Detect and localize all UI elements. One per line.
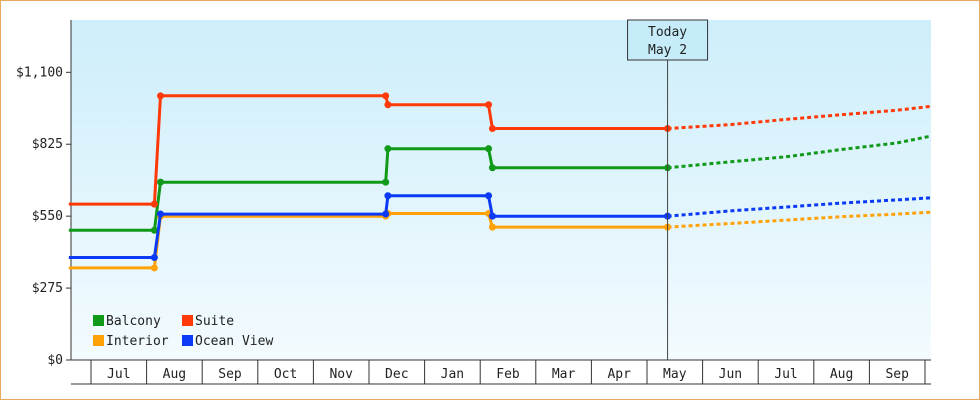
series-point-ocean-view: [485, 192, 493, 200]
series-point-balcony: [150, 226, 158, 234]
today-box: [627, 19, 709, 61]
x-tick-label: Dec: [385, 367, 408, 382]
series-point-suite: [157, 92, 164, 100]
series-forecast-interior: [667, 210, 932, 229]
series-point-balcony: [488, 164, 496, 172]
y-tick-label: $275: [32, 281, 63, 296]
series-forecast-balcony: [667, 134, 932, 170]
series-point-suite: [384, 101, 392, 109]
legend-label-balcony: Balcony: [106, 314, 161, 329]
series-point-balcony: [485, 145, 493, 153]
x-tick-label: Jul: [774, 367, 797, 382]
x-tick-label: Feb: [496, 367, 520, 382]
x-tick-label: Jul: [107, 367, 130, 382]
y-tick-label: $825: [32, 137, 63, 152]
series-point-ocean-view: [384, 192, 392, 200]
series-point-ocean-view: [488, 212, 496, 220]
series-point-interior: [488, 223, 496, 231]
series-point-suite: [485, 101, 493, 109]
series-point-balcony: [384, 145, 392, 153]
x-tick-label: Aug: [830, 367, 853, 382]
x-tick-label: Jan: [441, 367, 464, 382]
x-tick-label: Apr: [607, 367, 631, 382]
y-tick-label: $550: [32, 209, 63, 224]
legend-label-interior: Interior: [106, 334, 169, 349]
x-tick-label: Jun: [719, 367, 742, 382]
series-point-ocean-view: [157, 210, 164, 218]
y-tick-label: $1,100: [16, 65, 63, 80]
legend-swatch-balcony: [93, 315, 104, 326]
today-label: Today: [648, 25, 687, 40]
series-line-suite: [68, 94, 668, 206]
x-tick-label: Nov: [329, 367, 353, 382]
series-point-ocean-view: [150, 253, 158, 261]
x-tick-label: Mar: [552, 367, 576, 382]
series-point-ocean-view: [382, 210, 390, 218]
series-point-interior: [150, 264, 158, 272]
legend-swatch-suite: [182, 315, 193, 326]
series-forecast-suite: [667, 104, 932, 130]
legend-swatch-ocean-view: [182, 335, 193, 346]
series-point-suite: [382, 92, 390, 100]
x-tick-label: Aug: [163, 367, 186, 382]
series-point-suite: [150, 200, 158, 208]
series-point-balcony: [382, 178, 390, 186]
y-tick-label: $0: [47, 353, 63, 368]
series-point-suite: [488, 125, 496, 133]
today-date: May 2: [648, 43, 687, 58]
x-tick-label: Oct: [274, 367, 297, 382]
x-tick-label: Sep: [218, 367, 242, 382]
plot-background: [71, 20, 931, 360]
series-forecast-ocean-view: [667, 196, 932, 218]
legend-label-ocean-view: Ocean View: [195, 334, 273, 349]
legend-swatch-interior: [93, 335, 104, 346]
series-point-balcony: [157, 178, 164, 186]
legend-label-suite: Suite: [195, 314, 234, 329]
x-tick-label: May: [663, 367, 687, 382]
x-tick-label: Sep: [885, 367, 909, 382]
